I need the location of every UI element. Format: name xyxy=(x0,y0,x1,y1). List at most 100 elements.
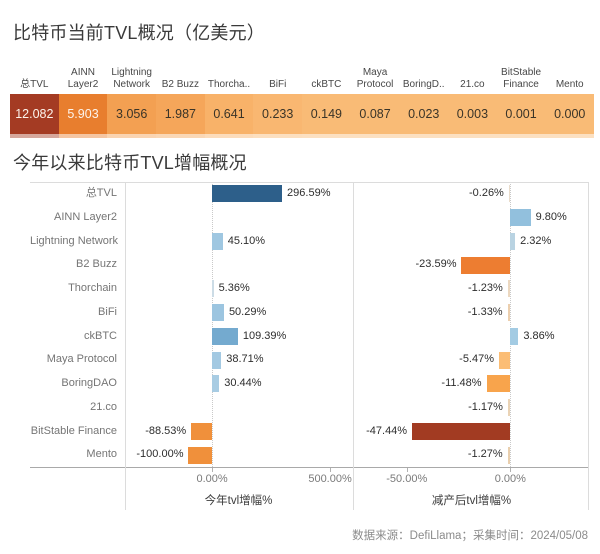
strip-column-header: BiFi xyxy=(269,79,287,90)
bar xyxy=(508,185,511,203)
strip-cell-value: 1.987 xyxy=(156,94,205,134)
bar-value-label: -1.33% xyxy=(467,305,503,318)
bar-value-label: -23.59% xyxy=(415,258,457,271)
strip-cell-band xyxy=(107,134,157,138)
strip-cell-band xyxy=(253,134,303,138)
tvl-strip: 总TVL 12.082 AINN Layer2 5.903 Lightning Netw… xyxy=(10,54,595,138)
bar xyxy=(461,256,511,274)
bar-value-label: 3.86% xyxy=(523,329,555,342)
axis-tick-label: 0.00% xyxy=(196,473,228,485)
strip-column-header: Mento xyxy=(555,79,584,90)
strip-cell-value: 12.082 xyxy=(10,94,59,134)
strip-column-header: 21.co xyxy=(460,79,485,90)
panel-post-halving-growth: -0.26% 9.80% 2.32% -23.59% -1.23% -1.33% 3.86%… xyxy=(355,182,588,467)
bar-value-label: -0.26% xyxy=(468,187,504,200)
bar xyxy=(212,327,238,345)
bar xyxy=(507,304,511,322)
page-title: 比特币当前TVL概况（亿美元） xyxy=(13,23,266,43)
axis-title: 今年tvl增幅% xyxy=(204,495,273,507)
strip-cell-value: 0.233 xyxy=(253,94,303,134)
growth-chart: 总TVL AINN Layer2 Lightning Network B2 Buzz T… xyxy=(30,182,589,510)
bar xyxy=(510,327,519,345)
row-label: B2 Buzz xyxy=(76,258,117,271)
axis-title: 减产后tvl增幅% xyxy=(431,495,512,507)
axis-tick-label: 0.00% xyxy=(494,473,526,485)
strip-cell-band xyxy=(448,134,497,138)
strip-cell-band xyxy=(350,134,400,138)
strip-column: Thorcha.. 0.641 xyxy=(204,54,254,138)
bar-value-label: 9.80% xyxy=(535,210,567,223)
bar-value-label: 50.29% xyxy=(228,305,267,318)
row-label: BiFi xyxy=(98,305,117,318)
bar-value-label: 38.71% xyxy=(226,353,264,366)
labels-panel-divider xyxy=(125,182,126,510)
strip-cell-value: 0.003 xyxy=(448,94,497,134)
row-labels: 总TVL AINN Layer2 Lightning Network B2 Buzz T… xyxy=(30,182,125,467)
bar xyxy=(507,280,511,298)
strip-cell-value: 0.000 xyxy=(545,94,595,134)
strip-cell-band xyxy=(204,134,254,138)
row-label: Mento xyxy=(86,448,117,461)
strip-column: 总TVL 12.082 xyxy=(10,54,59,138)
strip-column-header: ckBTC xyxy=(311,79,342,90)
bar-value-label: 109.39% xyxy=(242,329,287,342)
axis-tick-label: 500.00% xyxy=(308,473,352,485)
strip-cell-band xyxy=(545,134,595,138)
bar-value-label: -47.44% xyxy=(366,424,408,437)
strip-cell-value: 0.001 xyxy=(496,94,546,134)
panels-divider xyxy=(353,182,354,510)
strip-cell-band xyxy=(156,134,205,138)
strip-column-header: Thorcha.. xyxy=(207,79,251,90)
x-axis-line xyxy=(30,467,588,468)
strip-column: BoringD.. 0.023 xyxy=(399,54,449,138)
panel-ytd-growth: 296.59% 45.10% 5.36% 50.29% 109.39% 38.71% 30.… xyxy=(125,182,352,467)
strip-cell-value: 5.903 xyxy=(58,94,108,134)
strip-cell-band xyxy=(58,134,108,138)
strip-cell-value: 0.023 xyxy=(399,94,449,134)
bar-value-label: 30.44% xyxy=(224,377,262,390)
bar-value-label: -88.53% xyxy=(145,424,187,437)
strip-column: Mento 0.000 xyxy=(545,54,595,138)
chart-right-border xyxy=(588,182,589,510)
strip-column-header: BitStable Finance xyxy=(501,67,542,90)
strip-column: AINN Layer2 5.903 xyxy=(58,54,108,138)
bar-value-label: 45.10% xyxy=(227,234,266,247)
row-label: BoringDAO xyxy=(61,377,117,389)
strip-column-header: B2 Buzz xyxy=(161,79,199,90)
bar xyxy=(212,280,214,298)
row-label: Maya Protocol xyxy=(46,353,117,366)
zero-reference-line xyxy=(212,182,214,467)
bar xyxy=(510,209,531,227)
strip-column-header: AINN Layer2 xyxy=(67,67,99,90)
strip-column-header: Maya Protocol xyxy=(356,67,394,90)
strip-cell-band xyxy=(496,134,546,138)
row-label: 21.co xyxy=(90,400,117,413)
axis-tick-mark xyxy=(212,468,214,472)
bar xyxy=(507,446,511,464)
row-label: AINN Layer2 xyxy=(54,210,117,223)
strip-column-header: BoringD.. xyxy=(402,79,445,90)
row-label: Thorchain xyxy=(68,282,117,294)
strip-cell-band xyxy=(302,134,351,138)
bar-value-label: -1.23% xyxy=(467,282,503,295)
strip-column: Maya Protocol 0.087 xyxy=(350,54,400,138)
bar xyxy=(499,351,511,369)
strip-column-header: 总TVL xyxy=(20,79,49,90)
strip-cell-value: 0.149 xyxy=(302,94,351,134)
row-label: Lightning Network xyxy=(30,234,119,247)
strip-cell-value: 0.087 xyxy=(350,94,400,134)
strip-cell-value: 3.056 xyxy=(107,94,157,134)
strip-column: BitStable Finance 0.001 xyxy=(496,54,546,138)
row-label: BitStable Finance xyxy=(30,424,117,437)
bar xyxy=(486,375,511,393)
bar xyxy=(212,304,224,322)
strip-column: Lightning Network 3.056 xyxy=(107,54,157,138)
strip-column: 21.co 0.003 xyxy=(448,54,497,138)
strip-column-header: Lightning Network xyxy=(111,67,152,90)
strip-cell-band xyxy=(399,134,449,138)
row-label: ckBTC xyxy=(84,329,117,342)
strip-cell-band xyxy=(10,134,59,138)
bar xyxy=(191,422,213,440)
strip-cell-value: 0.641 xyxy=(204,94,254,134)
chart-top-border xyxy=(30,182,588,183)
